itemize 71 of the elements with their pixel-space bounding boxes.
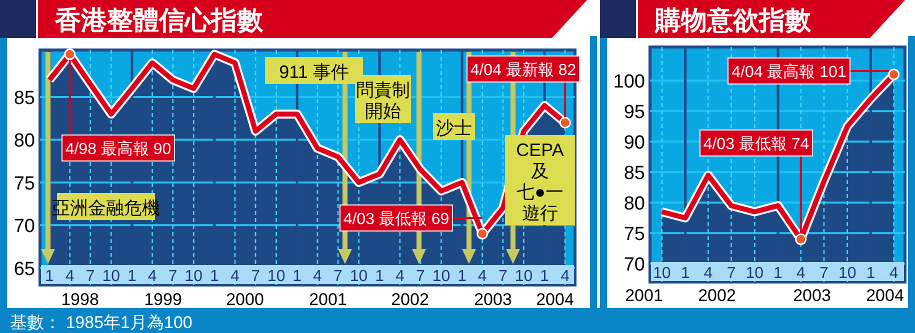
x-tick-label: 1 [458,268,467,285]
x-tick-label: 1 [540,268,550,285]
x-tick-label: 10 [838,265,856,282]
x-tick-label: 7 [86,268,95,285]
x-tick-label: 1 [680,265,690,282]
text: 基數： 1985年1月為100 [10,313,192,332]
y-tick-label: 75 [14,173,35,194]
x-tick-label: 1 [45,268,54,285]
annotation: 沙士 [436,118,472,138]
text: 2003 [474,290,512,309]
x-tick-label: 4 [65,268,74,285]
annotation: 4/98 最高報 90 [65,140,172,158]
annotation: 4/03 最低報 74 [703,135,810,153]
x-tick-label: 4 [704,265,713,282]
x-tick-label: 1 [210,268,219,285]
text: 2000 [226,290,264,309]
chart-title: 香港整體信心指數 [54,5,264,35]
x-tick-label: 1 [774,265,783,282]
x-tick-label: 1 [292,268,302,285]
x-tick-label: 4 [478,268,487,285]
x-tick-label: 4 [796,265,806,282]
x-tick-label: 4 [312,268,322,285]
y-tick-label: 65 [14,258,35,280]
chart-title: 購物意欲指數 [654,5,812,35]
x-tick-label: 7 [251,268,260,285]
x-tick-label: 10 [350,268,368,285]
y-tick-label: 95 [624,102,645,124]
text: 2004 [536,290,574,309]
text: 2001 [625,286,663,305]
text: 1999 [144,290,182,309]
x-tick-label: 1 [866,265,876,282]
x-tick-label: 7 [498,268,508,285]
text: 2001 [309,290,347,309]
annotation: 4/04 最高報 101 [732,63,846,81]
text: 1998 [61,290,99,309]
x-tick-label: 4 [889,265,898,282]
annotation: 911 事件 [279,62,349,82]
x-tick-label: 4 [230,268,240,285]
x-tick-label: 7 [334,268,343,285]
y-tick-label: 100 [613,72,645,93]
y-tick-label: 90 [624,132,645,154]
annotation: 4/03 最低報 69 [343,210,450,228]
x-tick-label: 7 [168,268,178,285]
y-tick-label: 70 [624,254,645,276]
x-tick-label: 7 [726,265,736,282]
x-tick-label: 4 [395,268,404,285]
y-tick-label: 80 [624,194,645,215]
text: 2003 [793,286,831,305]
text: 2002 [391,290,429,309]
x-tick-label: 10 [432,268,450,285]
y-tick-label: 75 [624,224,645,246]
text: 2002 [698,286,736,305]
x-tick-label: 4 [148,268,157,285]
x-tick-label: 10 [102,268,120,285]
y-tick-label: 70 [14,216,35,238]
text: 2004 [866,286,904,305]
x-tick-label: 7 [416,268,426,285]
y-tick-label: 85 [624,163,645,184]
x-tick-label: 10 [514,268,533,285]
x-tick-label: 10 [267,268,286,285]
x-tick-label: 10 [653,265,671,282]
x-tick-label: 7 [820,265,829,282]
y-tick-label: 80 [14,130,35,152]
annotation: CEPA及七●一遊行 [516,140,564,223]
annotation: 4/04 最新報 82 [470,61,576,79]
y-tick-label: 85 [14,88,35,109]
x-tick-label: 1 [128,268,136,285]
x-tick-label: 4 [560,268,570,285]
x-tick-label: 10 [184,268,203,285]
x-tick-label: 10 [746,265,764,282]
x-tick-label: 1 [375,268,384,285]
